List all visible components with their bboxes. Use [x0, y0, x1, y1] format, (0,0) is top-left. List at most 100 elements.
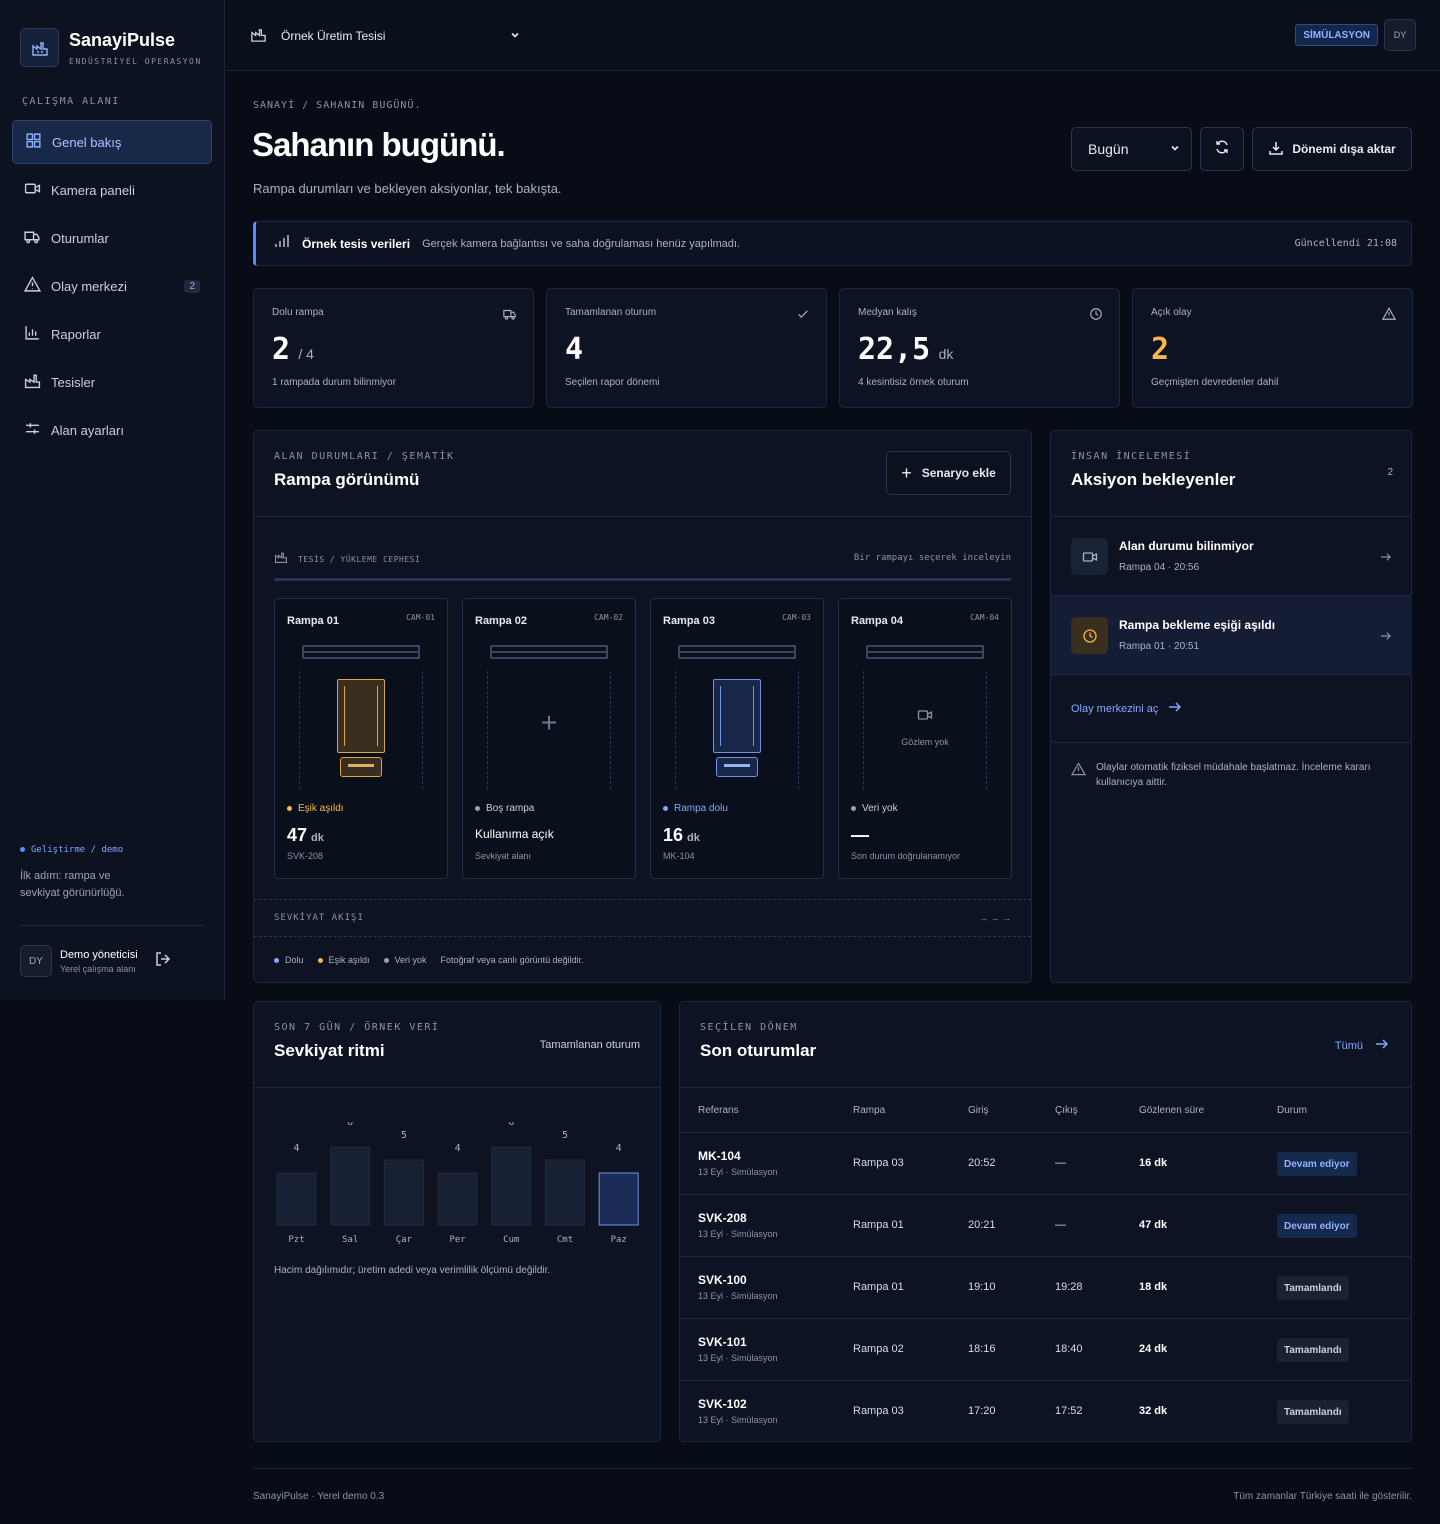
avatar[interactable]: DY: [1384, 19, 1416, 51]
legend-dot: [383, 957, 389, 963]
env-note: İlk adım: rampa ve sevkiyat görünürlüğü.: [20, 870, 125, 899]
ramp-value: Kullanıma açık: [475, 827, 554, 841]
bar: [383, 1159, 424, 1226]
ramp-card[interactable]: Rampa 04 CAM-04 Gözlem yok Veri yok — Son dur…: [838, 598, 1012, 879]
ramp-lane: [675, 671, 799, 789]
action-item[interactable]: Alan durumu bilinmiyor Rampa 04 · 20:56: [1051, 516, 1412, 595]
ramp-status: Eşik aşıldı: [287, 803, 344, 814]
sidebar-item-oturumlar[interactable]: Oturumlar: [12, 216, 212, 260]
divider: [20, 925, 204, 926]
status-dot: [475, 806, 480, 811]
period-select[interactable]: Bugün: [1071, 127, 1192, 171]
legend-dot: [274, 957, 279, 963]
arrow-right-icon: [1380, 549, 1392, 567]
ramp-ref: Son durum doğrulanamıyor: [851, 851, 961, 861]
add-scenario-button[interactable]: + Senaryo ekle: [886, 451, 1011, 495]
table-row[interactable]: SVK-208 13 Eyl · Simülasyon Rampa 01 20:21 —…: [680, 1194, 1411, 1256]
site-selector[interactable]: Örnek Üretim Tesisi: [250, 26, 521, 46]
factory-icon: [24, 372, 41, 392]
session-sub: 13 Eyl · Simülasyon: [698, 1167, 778, 1177]
stat-note: 1 rampada durum bilinmiyor: [272, 377, 396, 388]
bar-value-label: 6: [347, 1122, 353, 1128]
sidebar-item-tesisler[interactable]: Tesisler: [12, 360, 212, 404]
x-tick-label: Paz: [611, 1235, 627, 1245]
panel-kicker: ALAN DURUMLARI / ŞEMATİK: [274, 451, 455, 462]
ramp-status-label: Rampa dolu: [674, 803, 728, 814]
flow-arrows: → → →: [978, 913, 1011, 923]
x-tick-label: Per: [449, 1235, 466, 1245]
stat-card: Açık olay 2 Geçmişten devredenler dahil: [1132, 288, 1413, 408]
divider: [254, 1087, 660, 1088]
stat-label: Medyan kalış: [858, 307, 917, 318]
facade-line: [274, 578, 1011, 581]
table-row[interactable]: SVK-101 13 Eyl · Simülasyon Rampa 02 18:16 1…: [680, 1318, 1411, 1380]
open-events-link[interactable]: Olay merkezini aç: [1071, 701, 1182, 716]
sidebar-item-olay-merkezi[interactable]: Olay merkezi 2: [12, 264, 212, 308]
all-sessions-link[interactable]: Tümü: [1335, 1038, 1389, 1053]
legend-dot: [317, 957, 323, 963]
table-row[interactable]: SVK-100 13 Eyl · Simülasyon Rampa 01 19:10 1…: [680, 1256, 1411, 1318]
logout-icon[interactable]: [154, 950, 172, 973]
ramp-value: —: [851, 825, 869, 845]
chevron-down-icon: [509, 29, 521, 44]
actions-panel: İNSAN İNCELEMESİ Aksiyon bekleyenler 2 A…: [1050, 430, 1412, 983]
site-name: Örnek Üretim Tesisi: [281, 29, 386, 43]
ramp-card[interactable]: Rampa 01 CAM-01 Eşik aşıldı 47 dk SVK-208: [274, 598, 448, 879]
session-duration: 18 dk: [1139, 1281, 1168, 1293]
legend-label: Dolu: [285, 955, 304, 965]
notice-desc: Gerçek kamera bağlantısı ve saha doğrula…: [422, 237, 741, 250]
export-button[interactable]: Dönemi dışa aktar: [1252, 127, 1412, 171]
table-row[interactable]: SVK-102 13 Eyl · Simülasyon Rampa 03 17:20 1…: [680, 1380, 1411, 1442]
session-out: 18:40: [1055, 1343, 1083, 1355]
stat-value-row: 22,5 dk: [858, 332, 1101, 367]
legend-label: Eşik aşıldı: [328, 955, 370, 965]
action-item[interactable]: Rampa bekleme eşiği aşıldı Rampa 01 · 20:…: [1051, 595, 1412, 674]
user-name: Demo yöneticisi: [60, 948, 138, 961]
session-ramp: Rampa 03: [853, 1405, 904, 1417]
stat-note: Seçilen rapor dönemi: [565, 377, 660, 388]
ramp-panel: ALAN DURUMLARI / ŞEMATİK Rampa görünümü …: [253, 430, 1032, 983]
status-badge: Tamamlandı: [1277, 1276, 1349, 1300]
factory-icon: [250, 26, 267, 46]
dock-door: [678, 645, 796, 659]
sidebar-item-alan-ayarları[interactable]: Alan ayarları: [12, 408, 212, 452]
legend-item: Veri yok: [383, 955, 427, 965]
clock-icon: [1071, 617, 1108, 654]
action-meta: Rampa 01 · 20:51: [1119, 641, 1200, 652]
column-header: Giriş: [968, 1105, 989, 1116]
table-row[interactable]: MK-104 13 Eyl · Simülasyon Rampa 03 20:52 — 1…: [680, 1132, 1411, 1194]
sidebar-item-label: Olay merkezi: [51, 278, 127, 294]
arrow-right-icon: [1380, 628, 1392, 646]
facade-label: TESİS / YÜKLEME CEPHESİ: [298, 555, 421, 564]
ramp-ref: Sevkiyat alanı: [475, 851, 532, 861]
session-ref: SVK-102: [698, 1397, 747, 1411]
period-value: Bugün: [1088, 141, 1129, 157]
bar-value-label: 5: [401, 1130, 407, 1141]
divider: [254, 516, 1031, 517]
brand[interactable]: SanayiPulse ENDÜSTRİYEL OPERASYON: [20, 28, 202, 67]
stat-note: Geçmişten devredenler dahil: [1151, 377, 1279, 388]
column-header: Referans: [698, 1105, 739, 1116]
rhythm-note: Hacim dağılımıdır; üretim adedi veya ver…: [274, 1265, 551, 1276]
avatar[interactable]: DY: [20, 945, 52, 977]
sidebar-item-label: Genel bakış: [52, 134, 122, 150]
sidebar-item-raporlar[interactable]: Raporlar: [12, 312, 212, 356]
refresh-icon: [1214, 139, 1230, 160]
no-data-label: Gözlem yok: [901, 737, 949, 747]
ramp-card[interactable]: Rampa 03 CAM-03 Rampa dolu 16 dk MK-104: [650, 598, 824, 879]
ramp-lane: +: [487, 671, 611, 789]
stat-label: Açık olay: [1151, 307, 1192, 318]
sidebar-item-genel-bakış[interactable]: Genel bakış: [12, 120, 212, 164]
stat-label: Dolu rampa: [272, 307, 324, 318]
arrow-right-icon: [1168, 701, 1182, 716]
session-sub: 13 Eyl · Simülasyon: [698, 1415, 778, 1425]
stat-value-row: 2: [1151, 332, 1394, 367]
stat-suffix: / 4: [298, 346, 314, 362]
sidebar: SanayiPulse ENDÜSTRİYEL OPERASYON ÇALIŞM…: [0, 0, 225, 1000]
ramp-value-row: —: [851, 825, 869, 846]
session-ref: SVK-100: [698, 1273, 747, 1287]
ramp-card[interactable]: Rampa 02 CAM-02 + Boş rampa Kullanıma açık Se…: [462, 598, 636, 879]
refresh-button[interactable]: [1200, 127, 1244, 171]
sidebar-item-kamera-paneli[interactable]: Kamera paneli: [12, 168, 212, 212]
session-sub: 13 Eyl · Simülasyon: [698, 1291, 778, 1301]
